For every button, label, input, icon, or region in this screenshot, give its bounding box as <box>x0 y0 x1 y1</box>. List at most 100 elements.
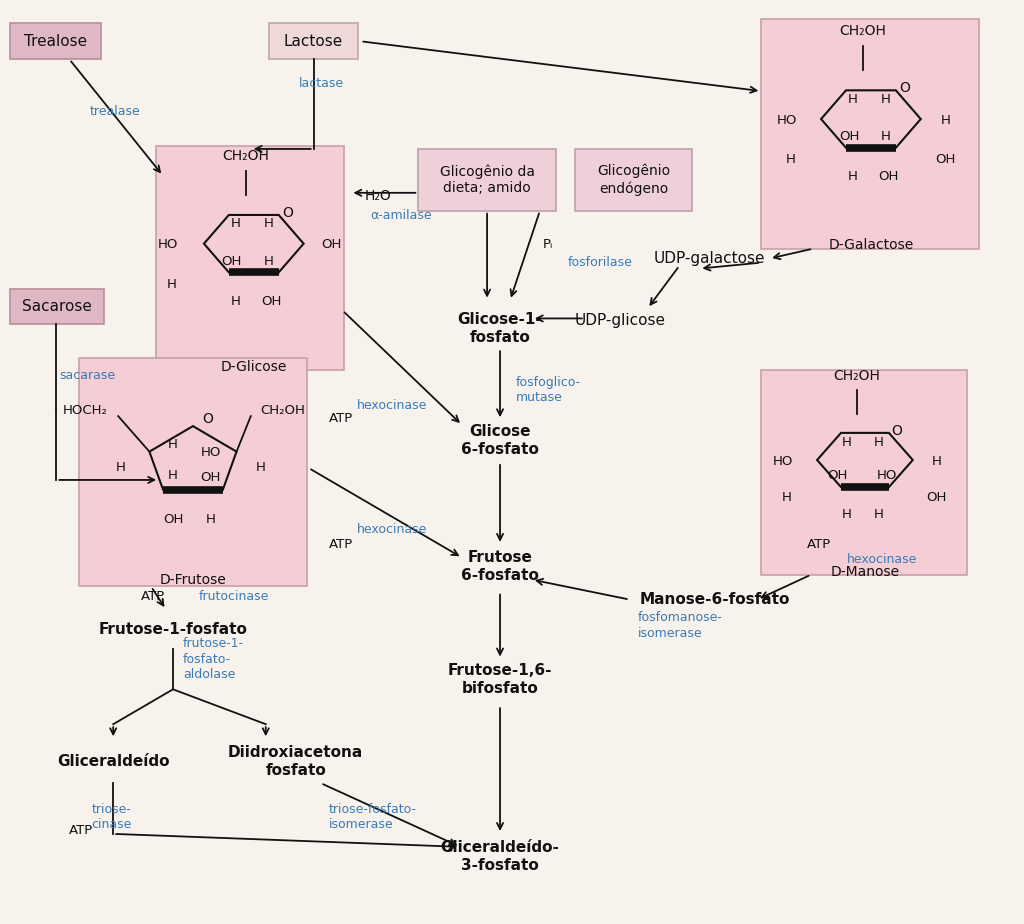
Text: H: H <box>264 255 273 268</box>
FancyBboxPatch shape <box>574 149 692 211</box>
Text: CH₂OH: CH₂OH <box>834 370 881 383</box>
Text: D-Frutose: D-Frutose <box>160 573 226 587</box>
Text: H: H <box>786 153 796 166</box>
Text: Diidroxiacetona
fosfato: Diidroxiacetona fosfato <box>228 745 364 778</box>
Text: H: H <box>848 92 858 105</box>
FancyBboxPatch shape <box>761 371 967 575</box>
Text: O: O <box>899 81 910 95</box>
Text: Trealose: Trealose <box>24 34 87 49</box>
Text: H: H <box>873 435 884 448</box>
Text: H: H <box>206 514 216 527</box>
Text: hexocinase: hexocinase <box>356 523 427 536</box>
Text: H: H <box>842 508 852 521</box>
Text: OH: OH <box>839 130 859 143</box>
Text: Frutose-1,6-
bifosfato: Frutose-1,6- bifosfato <box>447 663 552 696</box>
FancyBboxPatch shape <box>156 146 343 371</box>
Text: Frutose-1-fosfato: Frutose-1-fosfato <box>98 622 248 637</box>
Text: ATP: ATP <box>329 411 352 425</box>
FancyBboxPatch shape <box>761 19 979 249</box>
Text: Frutose
6-fosfato: Frutose 6-fosfato <box>461 550 539 583</box>
Text: sacarase: sacarase <box>59 369 116 382</box>
Text: H: H <box>842 435 852 448</box>
Text: Glicogênio
endógeno: Glicogênio endógeno <box>597 164 670 196</box>
Text: H: H <box>230 217 241 230</box>
Text: H: H <box>873 508 884 521</box>
Text: H: H <box>117 461 126 475</box>
FancyBboxPatch shape <box>9 288 104 324</box>
Text: H: H <box>881 130 891 143</box>
Text: frutose-1-
fosfato-
aldolase: frutose-1- fosfato- aldolase <box>183 638 244 681</box>
Text: Gliceraldeído: Gliceraldeído <box>57 754 169 769</box>
Text: H: H <box>168 469 178 482</box>
FancyBboxPatch shape <box>79 359 306 586</box>
Text: H: H <box>167 278 177 291</box>
Text: triose-
cinase: triose- cinase <box>91 803 132 832</box>
Text: CH₂OH: CH₂OH <box>840 24 887 38</box>
Text: Lactose: Lactose <box>284 34 343 49</box>
Text: fosfoglico-
mutase: fosfoglico- mutase <box>516 376 581 405</box>
Text: ATP: ATP <box>141 590 165 603</box>
Text: ATP: ATP <box>329 539 352 552</box>
Text: OH: OH <box>826 469 847 482</box>
Text: Manose-6-fosfato: Manose-6-fosfato <box>639 592 790 607</box>
Text: hexocinase: hexocinase <box>847 553 918 566</box>
Text: OH: OH <box>261 295 282 308</box>
Text: triose-fosfato-
isomerase: triose-fosfato- isomerase <box>329 803 417 832</box>
Text: ATP: ATP <box>807 539 831 552</box>
Text: H: H <box>264 217 273 230</box>
Text: HO: HO <box>201 445 221 458</box>
Text: HO: HO <box>877 469 897 482</box>
Text: α-amilase: α-amilase <box>371 209 432 223</box>
Text: H₂O: H₂O <box>365 188 392 202</box>
Text: frutocinase: frutocinase <box>199 590 269 603</box>
Text: OH: OH <box>936 153 955 166</box>
Text: H: H <box>932 455 942 468</box>
Text: OH: OH <box>201 471 221 484</box>
Text: UDP-galactose: UDP-galactose <box>653 251 765 266</box>
Text: H: H <box>941 114 950 127</box>
Text: trealase: trealase <box>89 104 140 117</box>
Text: HO: HO <box>777 114 798 127</box>
Polygon shape <box>817 432 912 487</box>
Text: H: H <box>256 461 265 475</box>
Text: D-Galactose: D-Galactose <box>828 237 913 251</box>
Text: CH₂OH: CH₂OH <box>222 149 269 163</box>
Text: H: H <box>168 438 178 451</box>
Text: OH: OH <box>163 514 183 527</box>
Text: ATP: ATP <box>70 824 93 837</box>
Text: lactase: lactase <box>299 77 344 90</box>
Text: Sacarose: Sacarose <box>23 299 92 314</box>
Text: Glicose
6-fosfato: Glicose 6-fosfato <box>461 423 539 456</box>
Text: fosfomanose-
isomerase: fosfomanose- isomerase <box>638 612 723 639</box>
Text: H: H <box>848 170 858 183</box>
Text: H: H <box>782 492 793 505</box>
Text: D-Glicose: D-Glicose <box>220 360 287 374</box>
Text: Gliceraldeído-
3-fosfato: Gliceraldeído- 3-fosfato <box>440 840 559 873</box>
Text: OH: OH <box>221 255 242 268</box>
Text: O: O <box>892 424 902 438</box>
Text: HOCH₂: HOCH₂ <box>62 404 108 417</box>
Text: HO: HO <box>158 238 178 251</box>
Text: H: H <box>230 295 241 308</box>
Text: UDP-glicose: UDP-glicose <box>574 313 666 328</box>
FancyBboxPatch shape <box>268 23 358 59</box>
Text: CH₂OH: CH₂OH <box>260 404 305 417</box>
Text: OH: OH <box>927 492 947 505</box>
FancyBboxPatch shape <box>9 23 101 59</box>
Text: fosforilase: fosforilase <box>568 256 633 269</box>
Text: OH: OH <box>879 170 899 183</box>
Text: H: H <box>881 92 891 105</box>
Text: O: O <box>283 206 293 220</box>
Polygon shape <box>821 91 921 148</box>
Text: OH: OH <box>322 238 342 251</box>
Polygon shape <box>150 426 237 490</box>
Text: Glicose-1-
fosfato: Glicose-1- fosfato <box>458 312 543 345</box>
Text: HO: HO <box>773 455 794 468</box>
FancyBboxPatch shape <box>418 149 556 211</box>
Text: D-Manose: D-Manose <box>830 565 899 578</box>
Text: Pᵢ: Pᵢ <box>543 238 553 251</box>
Text: O: O <box>203 412 213 426</box>
Polygon shape <box>204 215 304 273</box>
Text: Glicogênio da
dieta; amido: Glicogênio da dieta; amido <box>439 164 535 196</box>
Text: hexocinase: hexocinase <box>356 398 427 412</box>
